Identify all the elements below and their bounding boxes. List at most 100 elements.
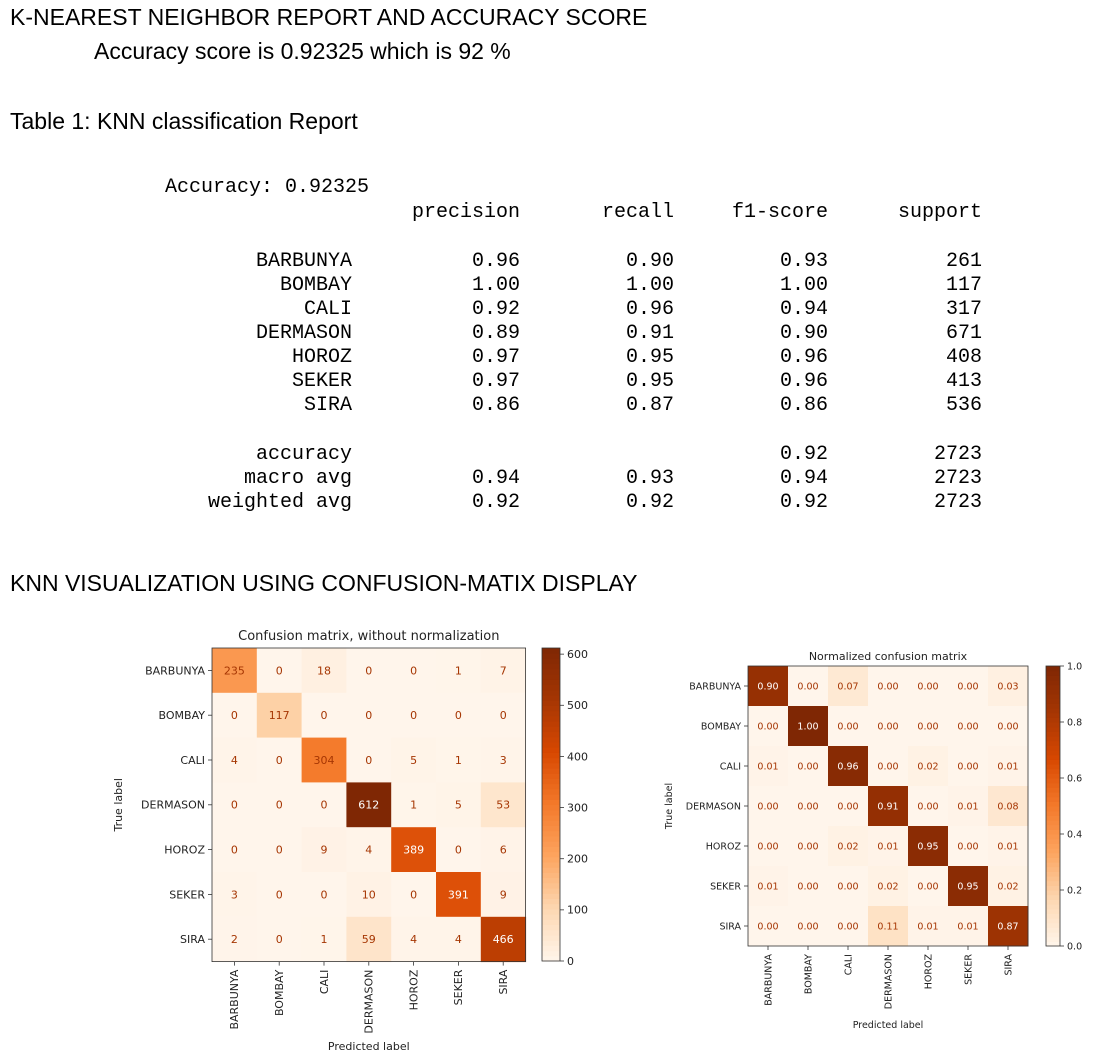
colorbar-segment [1046, 806, 1060, 812]
colorbar-segment [1046, 932, 1060, 938]
y-tick-label: BOMBAY [701, 721, 741, 732]
heatmap-cell [346, 872, 392, 918]
colorbar-tick-label: 0.4 [1067, 829, 1082, 840]
report-cell: 0.91 [625, 322, 674, 345]
x-tick-label: BARBUNYA [763, 954, 774, 1006]
heatmap-cell [788, 706, 829, 747]
report-cell: 2723 [933, 491, 982, 514]
cell-value-label: 0 [455, 709, 462, 722]
x-tick-label: CALI [318, 970, 331, 995]
cell-value-label: 0 [365, 754, 372, 767]
colorbar-segment [1046, 703, 1060, 709]
cell-value-label: 0 [276, 843, 283, 856]
colorbar-segment [542, 788, 560, 795]
colorbar-segment [542, 767, 560, 774]
cell-value-label: 0.00 [957, 841, 978, 852]
colorbar-segment [1046, 782, 1060, 788]
y-tick-label: BOMBAY [159, 709, 206, 722]
cell-value-label: 5 [455, 799, 462, 812]
heatmap-cell [828, 866, 869, 907]
cell-value-label: 0 [276, 754, 283, 767]
cell-value-label: 0.00 [957, 681, 978, 692]
colorbar-segment [1046, 908, 1060, 914]
cell-value-label: 0 [500, 709, 507, 722]
colorbar-segment [1046, 862, 1060, 868]
colorbar-segment [1046, 768, 1060, 774]
cell-value-label: 0.00 [917, 881, 938, 892]
report-row-label: SIRA [303, 394, 352, 417]
colorbar-segment [542, 820, 560, 826]
report-cell: 261 [945, 250, 982, 273]
colorbar-segment [542, 841, 560, 847]
cell-value-label: 0 [231, 799, 238, 812]
colorbar-segment [1046, 890, 1060, 896]
colorbar-segment [1046, 922, 1060, 928]
cell-value-label: 0.00 [797, 841, 818, 852]
heatmap-cell [391, 916, 437, 963]
cell-value-label: 0.00 [837, 881, 858, 892]
heatmap-cell [868, 746, 909, 787]
report-summary-label: macro avg [243, 467, 352, 490]
cell-value-label: 0.01 [757, 881, 778, 892]
heatmap-cell [988, 866, 1029, 907]
heatmap-cell [748, 666, 789, 707]
report-cell: 0.94 [471, 467, 520, 490]
cell-value-label: 0 [321, 799, 328, 812]
heatmap-cell [828, 746, 869, 787]
heatmap-cell [828, 666, 869, 707]
report-cell: 0.92 [779, 491, 828, 514]
colorbar-segment [542, 867, 560, 873]
colorbar-segment [1046, 731, 1060, 737]
cell-value-label: 1 [410, 799, 417, 812]
heatmap-cell [748, 826, 789, 867]
heatmap-cell [788, 826, 829, 867]
heatmap-cell [346, 692, 392, 739]
report-cell: 0.90 [625, 250, 674, 273]
report-header-support: support [897, 201, 982, 224]
cell-value-label: 0 [231, 709, 238, 722]
colorbar-segment [1046, 834, 1060, 840]
colorbar-segment [542, 752, 560, 759]
report-cell: 0.94 [779, 467, 828, 490]
report-cell: 0.96 [779, 370, 828, 393]
colorbar-segment [542, 940, 560, 946]
cell-value-label: 389 [403, 843, 424, 856]
colorbar-segment [1046, 689, 1060, 695]
cell-value-label: 0.00 [797, 761, 818, 772]
y-tick-label: DERMASON [141, 799, 205, 812]
colorbar-segment [1046, 815, 1060, 821]
report-cell: 2723 [933, 467, 982, 490]
heatmap-cell [988, 666, 1029, 707]
colorbar-segment [1046, 936, 1060, 942]
colorbar-segment [1046, 880, 1060, 886]
colorbar-segment [1046, 717, 1060, 723]
x-tick-label: SEKER [963, 954, 974, 985]
cell-value-label: 0 [276, 664, 283, 677]
heatmap-cell [256, 916, 303, 963]
heatmap-cell [948, 746, 989, 787]
cell-value-label: 1 [455, 664, 462, 677]
cell-value-label: 0 [410, 664, 417, 677]
colorbar-segment [1046, 820, 1060, 826]
cell-value-label: 0.00 [757, 921, 778, 932]
cell-value-label: 2 [231, 933, 238, 946]
colorbar-segment [542, 861, 560, 868]
cell-value-label: 9 [321, 843, 328, 856]
cell-value-label: 4 [231, 754, 238, 767]
colorbar-segment [1046, 941, 1060, 947]
cell-value-label: 4 [365, 843, 372, 856]
x-axis-label: Predicted label [328, 1040, 410, 1053]
colorbar-segment [542, 872, 560, 879]
cell-value-label: 0.91 [877, 801, 898, 812]
cell-value-label: 0.00 [957, 761, 978, 772]
report-cell: 0.93 [779, 250, 828, 273]
report-cell: 317 [945, 298, 982, 321]
heatmap-cell [868, 706, 909, 747]
heatmap-cell [868, 826, 909, 867]
cell-value-label: 0.00 [797, 681, 818, 692]
heatmap-cell [391, 648, 437, 694]
heatmap-cell [212, 782, 258, 828]
heatmap-cell [480, 692, 527, 739]
colorbar-segment [1046, 666, 1060, 672]
report-cell: 0.86 [471, 394, 520, 417]
